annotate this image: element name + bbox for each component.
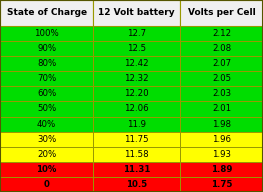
Text: 2.01: 2.01 xyxy=(212,104,231,113)
Bar xyxy=(0,26,93,41)
Bar xyxy=(93,0,180,26)
Text: 2.08: 2.08 xyxy=(212,44,231,53)
Bar xyxy=(180,0,263,26)
Bar xyxy=(180,177,263,192)
Bar xyxy=(180,26,263,41)
Text: 12.7: 12.7 xyxy=(127,29,146,38)
Bar xyxy=(0,56,93,71)
Text: 12.20: 12.20 xyxy=(124,89,149,98)
Bar xyxy=(93,132,180,147)
Bar xyxy=(180,86,263,101)
Text: 12.42: 12.42 xyxy=(124,59,149,68)
Text: 80%: 80% xyxy=(37,59,56,68)
Bar xyxy=(0,41,93,56)
Text: 2.12: 2.12 xyxy=(212,29,231,38)
Bar xyxy=(93,26,180,41)
Text: 90%: 90% xyxy=(37,44,56,53)
Bar xyxy=(180,71,263,86)
Text: 100%: 100% xyxy=(34,29,59,38)
Text: 1.98: 1.98 xyxy=(212,120,231,129)
Bar xyxy=(93,41,180,56)
Bar xyxy=(93,147,180,162)
Bar xyxy=(0,86,93,101)
Bar xyxy=(0,147,93,162)
Text: 1.96: 1.96 xyxy=(212,135,231,144)
Text: 50%: 50% xyxy=(37,104,56,113)
Bar xyxy=(93,56,180,71)
Text: 1.75: 1.75 xyxy=(211,180,232,189)
Bar xyxy=(0,117,93,132)
Bar xyxy=(0,177,93,192)
Text: 10%: 10% xyxy=(37,165,57,174)
Text: 2.03: 2.03 xyxy=(212,89,231,98)
Bar xyxy=(0,71,93,86)
Bar xyxy=(0,162,93,177)
Bar xyxy=(93,162,180,177)
Text: 70%: 70% xyxy=(37,74,56,83)
Text: 2.07: 2.07 xyxy=(212,59,231,68)
Bar xyxy=(180,56,263,71)
Bar xyxy=(180,147,263,162)
Bar xyxy=(180,101,263,117)
Text: 11.75: 11.75 xyxy=(124,135,149,144)
Text: 12.5: 12.5 xyxy=(127,44,146,53)
Bar xyxy=(93,71,180,86)
Bar xyxy=(180,41,263,56)
Bar xyxy=(180,132,263,147)
Bar xyxy=(0,132,93,147)
Text: 0: 0 xyxy=(44,180,50,189)
Text: 1.93: 1.93 xyxy=(212,150,231,159)
Bar xyxy=(93,177,180,192)
Bar xyxy=(93,86,180,101)
Text: 60%: 60% xyxy=(37,89,56,98)
Bar xyxy=(0,101,93,117)
Bar xyxy=(180,117,263,132)
Bar xyxy=(0,0,93,26)
Text: 1.89: 1.89 xyxy=(211,165,232,174)
Text: 12.32: 12.32 xyxy=(124,74,149,83)
Bar xyxy=(93,117,180,132)
Text: 11.31: 11.31 xyxy=(123,165,150,174)
Bar xyxy=(93,101,180,117)
Text: State of Charge: State of Charge xyxy=(7,8,87,17)
Text: 10.5: 10.5 xyxy=(126,180,147,189)
Text: 11.58: 11.58 xyxy=(124,150,149,159)
Text: 40%: 40% xyxy=(37,120,56,129)
Text: 12.06: 12.06 xyxy=(124,104,149,113)
Bar xyxy=(180,162,263,177)
Text: Volts per Cell: Volts per Cell xyxy=(188,8,255,17)
Text: 2.05: 2.05 xyxy=(212,74,231,83)
Text: 11.9: 11.9 xyxy=(127,120,146,129)
Text: 20%: 20% xyxy=(37,150,56,159)
Text: 30%: 30% xyxy=(37,135,56,144)
Text: 12 Volt battery: 12 Volt battery xyxy=(98,8,175,17)
